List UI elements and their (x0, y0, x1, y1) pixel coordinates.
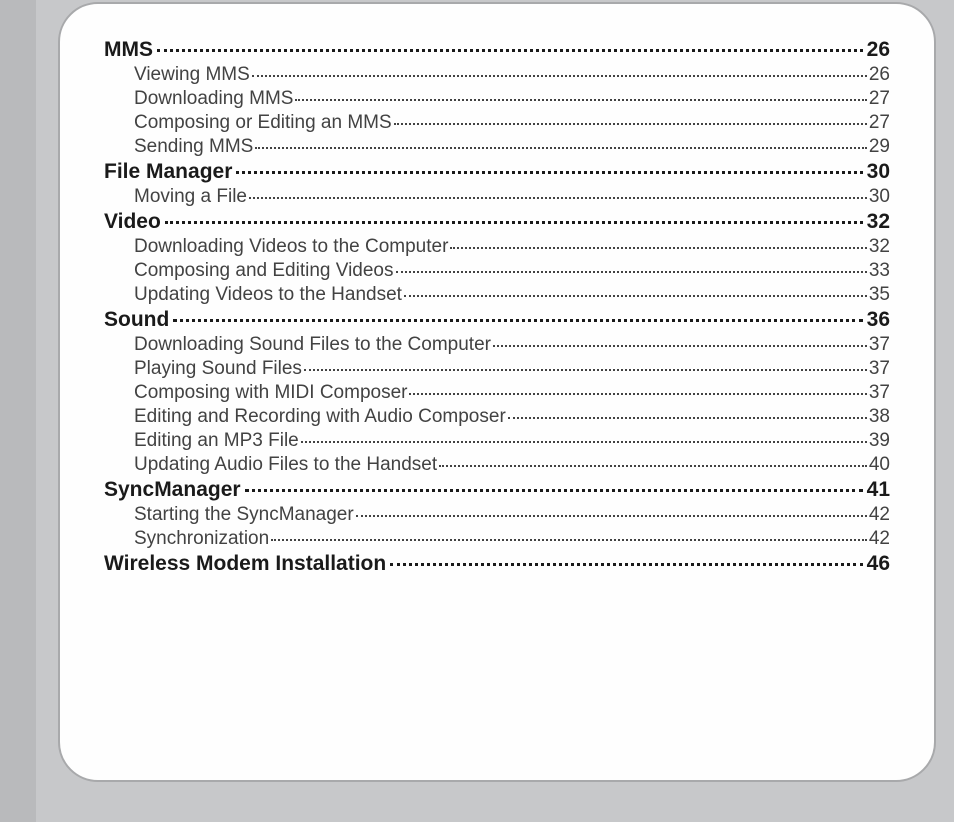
toc-section-title: Wireless Modem Installation (104, 552, 386, 576)
toc-item-title: Starting the SyncManager (134, 504, 354, 526)
toc-item-page: 37 (869, 334, 890, 356)
toc-section: MMS 26 (104, 38, 890, 62)
toc-leader-dots (394, 123, 867, 125)
toc-item: Downloading Sound Files to the Computer … (104, 334, 890, 356)
toc-section-title: SyncManager (104, 478, 241, 502)
toc-item: Downloading MMS 27 (104, 88, 890, 110)
toc-section-title: MMS (104, 38, 153, 62)
toc-item-page: 27 (869, 88, 890, 110)
toc-leader-dots (390, 550, 862, 566)
toc-leader-dots (157, 36, 863, 52)
toc-section: SyncManager 41 (104, 478, 890, 502)
toc-item-page: 37 (869, 358, 890, 380)
toc-item: Viewing MMS 26 (104, 64, 890, 86)
toc-leader-dots (165, 208, 863, 224)
toc-leader-dots (404, 295, 867, 297)
toc-leader-dots (271, 539, 867, 541)
toc-item-page: 26 (869, 64, 890, 86)
toc-section-page: 46 (867, 552, 890, 576)
toc-section-title: Video (104, 210, 161, 234)
toc-section-page: 30 (867, 160, 890, 184)
toc-item: Sending MMS 29 (104, 136, 890, 158)
toc-item-page: 32 (869, 236, 890, 258)
toc-item-page: 39 (869, 430, 890, 452)
toc-item: Updating Videos to the Handset 35 (104, 284, 890, 306)
toc-item-title: Composing and Editing Videos (134, 260, 394, 282)
toc-leader-dots (356, 515, 867, 517)
toc-item-title: Synchronization (134, 528, 269, 550)
toc-item-title: Composing or Editing an MMS (134, 112, 392, 134)
toc-item-title: Viewing MMS (134, 64, 250, 86)
toc-section-title: File Manager (104, 160, 232, 184)
toc-item-page: 42 (869, 504, 890, 526)
toc-card: MMS 26 Viewing MMS 26 Downloading MMS 27… (58, 2, 936, 782)
toc-item-page: 35 (869, 284, 890, 306)
toc-item-page: 27 (869, 112, 890, 134)
toc-item: Composing or Editing an MMS 27 (104, 112, 890, 134)
toc-item-page: 33 (869, 260, 890, 282)
toc-leader-dots (173, 306, 862, 322)
toc-leader-dots (255, 147, 867, 149)
toc-item-title: Editing and Recording with Audio Compose… (134, 406, 506, 428)
toc-section-page: 36 (867, 308, 890, 332)
toc-section: File Manager 30 (104, 160, 890, 184)
toc-section: Wireless Modem Installation 46 (104, 552, 890, 576)
toc-item-page: 37 (869, 382, 890, 404)
toc-item-title: Editing an MP3 File (134, 430, 299, 452)
toc-leader-dots (409, 393, 866, 395)
toc-leader-dots (236, 158, 862, 174)
toc-section-page: 32 (867, 210, 890, 234)
toc-section-page: 41 (867, 478, 890, 502)
toc-section-page: 26 (867, 38, 890, 62)
toc-leader-dots (304, 369, 867, 371)
toc-item-title: Playing Sound Files (134, 358, 302, 380)
toc-item: Updating Audio Files to the Handset 40 (104, 454, 890, 476)
toc-item: Synchronization 42 (104, 528, 890, 550)
toc-item-page: 40 (869, 454, 890, 476)
toc-item: Editing and Recording with Audio Compose… (104, 406, 890, 428)
toc-item: Downloading Videos to the Computer 32 (104, 236, 890, 258)
toc-item-page: 30 (869, 186, 890, 208)
toc-item-page: 29 (869, 136, 890, 158)
toc-item-title: Sending MMS (134, 136, 253, 158)
toc-leader-dots (252, 75, 867, 77)
toc-item-title: Downloading MMS (134, 88, 293, 110)
toc-section: Video 32 (104, 210, 890, 234)
toc-leader-dots (439, 465, 867, 467)
toc-item-page: 42 (869, 528, 890, 550)
toc-item-title: Downloading Sound Files to the Computer (134, 334, 491, 356)
toc-item-title: Downloading Videos to the Computer (134, 236, 448, 258)
toc-item-title: Updating Audio Files to the Handset (134, 454, 437, 476)
toc-leader-dots (508, 417, 867, 419)
toc-leader-dots (450, 247, 866, 249)
toc-leader-dots (245, 476, 863, 492)
left-accent-bar (0, 0, 36, 822)
toc-leader-dots (249, 197, 867, 199)
toc-leader-dots (396, 271, 867, 273)
toc-item: Playing Sound Files 37 (104, 358, 890, 380)
toc-leader-dots (493, 345, 867, 347)
toc-leader-dots (301, 441, 867, 443)
toc-item: Starting the SyncManager 42 (104, 504, 890, 526)
toc-item-title: Moving a File (134, 186, 247, 208)
toc-item-title: Composing with MIDI Composer (134, 382, 407, 404)
toc-leader-dots (295, 99, 866, 101)
toc-section-title: Sound (104, 308, 169, 332)
toc-item: Editing an MP3 File 39 (104, 430, 890, 452)
toc-item-page: 38 (869, 406, 890, 428)
toc-item-title: Updating Videos to the Handset (134, 284, 402, 306)
toc-item: Moving a File 30 (104, 186, 890, 208)
toc-item: Composing and Editing Videos 33 (104, 260, 890, 282)
toc-section: Sound 36 (104, 308, 890, 332)
toc-item: Composing with MIDI Composer 37 (104, 382, 890, 404)
